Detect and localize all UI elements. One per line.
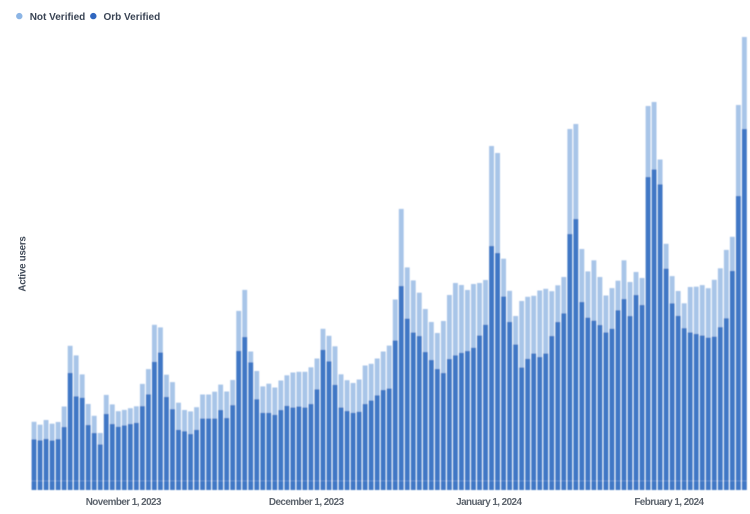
svg-text:December 1, 2023: December 1, 2023 xyxy=(269,497,345,508)
svg-text:November 1, 2023: November 1, 2023 xyxy=(86,497,162,508)
svg-text:Orb Verified: Orb Verified xyxy=(104,12,161,23)
svg-text:January 1, 2024: January 1, 2024 xyxy=(456,497,522,508)
svg-text:February 1, 2024: February 1, 2024 xyxy=(634,497,704,508)
svg-text:Active users: Active users xyxy=(17,236,28,291)
svg-text:Not Verified: Not Verified xyxy=(30,12,86,23)
